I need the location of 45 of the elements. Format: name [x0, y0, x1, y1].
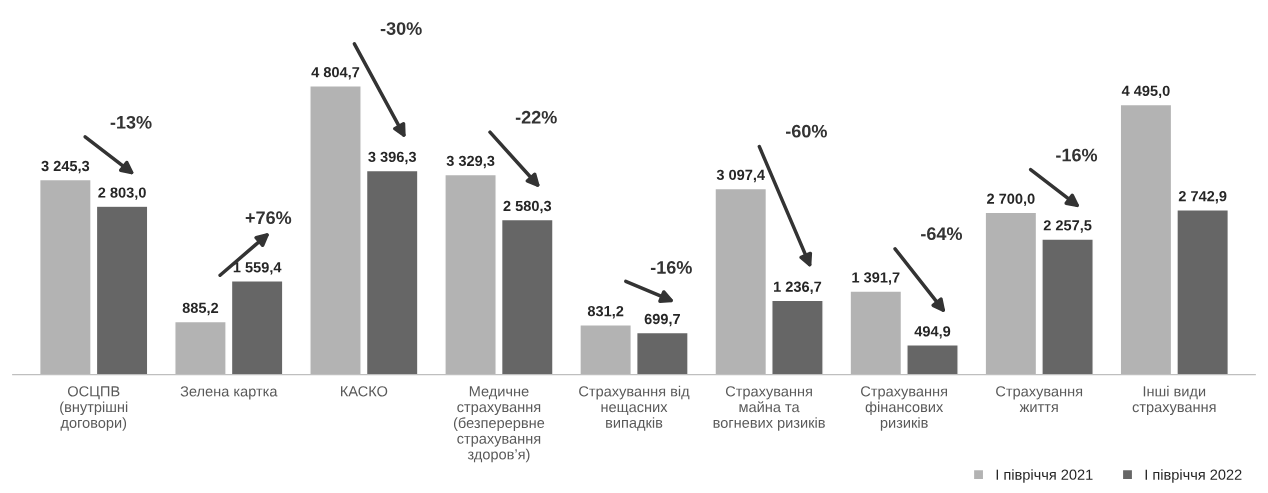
data-label: 4 495,0 — [1121, 85, 1170, 99]
data-label: 1 391,7 — [852, 272, 900, 285]
bar — [636, 331, 689, 375]
x-tick-label: КАСКО — [341, 386, 388, 397]
bar — [365, 169, 419, 375]
bar — [95, 205, 149, 375]
x-tick-label: Зелена картка — [180, 386, 278, 400]
annotation: -16% — [650, 261, 692, 274]
data-label: 3 329,3 — [446, 155, 495, 169]
annotation: -13% — [110, 115, 152, 129]
data-label: 3 245,3 — [41, 160, 90, 174]
annotation: -16% — [1056, 148, 1098, 162]
x-tick-label: Медичне страхування (безперервне страхування здоров’я) — [453, 386, 545, 463]
data-label: 494,9 — [914, 326, 951, 339]
x-tick-label: Страхування від нещасних випадків — [579, 385, 690, 431]
data-label: 699,7 — [644, 313, 680, 327]
data-label: 885,2 — [182, 302, 219, 316]
bar — [1176, 209, 1230, 375]
data-label: 2 803,0 — [98, 187, 146, 200]
bar — [1041, 238, 1094, 375]
annotation: -64% — [921, 227, 963, 241]
x-tick-label: Страхування фінансових ризиків — [861, 386, 947, 431]
bar — [500, 218, 554, 375]
annotation: -22% — [515, 110, 557, 124]
bar — [230, 280, 284, 375]
data-label: 4 804,7 — [311, 67, 360, 80]
data-label: 2 257,5 — [1043, 220, 1092, 233]
x-tick-label: Інші види страхування — [1132, 385, 1216, 416]
bar — [771, 299, 824, 375]
data-label: 3 097,4 — [716, 169, 765, 183]
data-label: 1 236,7 — [774, 281, 822, 294]
text: -30% — [380, 22, 422, 35]
data-label: 831,2 — [587, 305, 624, 319]
legend-label: І півріччя 2022 — [1145, 469, 1242, 483]
x-tick-label: Страхування життя — [996, 386, 1083, 413]
data-label: 3 396,3 — [368, 151, 417, 165]
x-tick-label: Страхування майна та вогневих ризиків — [713, 386, 825, 431]
data-label: 2 580,3 — [503, 200, 552, 214]
x-tick-label: ОСЦПВ (внутрішні договори) — [60, 386, 128, 431]
data-label: 2 700,0 — [987, 193, 1035, 207]
annotation: -60% — [785, 124, 827, 138]
legend-label: І півріччя 2021 — [996, 469, 1093, 483]
annotation: +76% — [245, 211, 292, 225]
data-label: 2 742,9 — [1178, 191, 1227, 204]
bar — [906, 344, 959, 375]
